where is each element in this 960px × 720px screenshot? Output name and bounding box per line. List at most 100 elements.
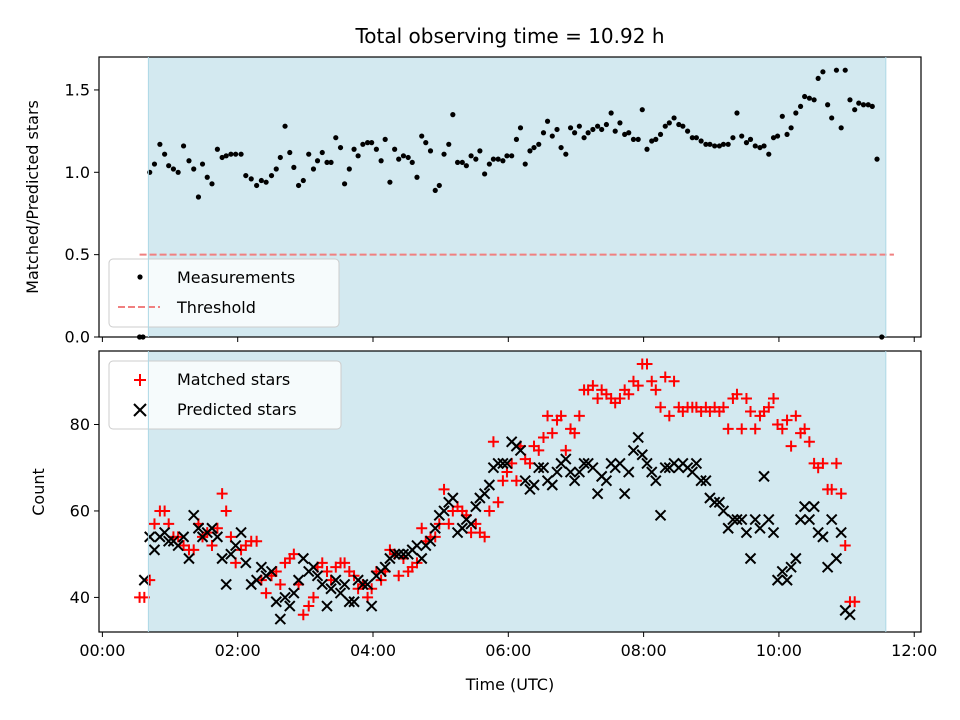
predicted-star-point bbox=[483, 479, 496, 491]
measurement-point bbox=[666, 120, 672, 126]
measurement-point bbox=[716, 143, 722, 149]
matched-star-point bbox=[785, 440, 797, 452]
matched-star-point bbox=[555, 410, 567, 422]
predicted-star-point bbox=[162, 535, 175, 547]
predicted-star-point bbox=[627, 444, 640, 457]
measurement-point bbox=[409, 159, 415, 166]
measurement-point bbox=[527, 148, 533, 154]
predicted-star-point bbox=[727, 513, 739, 526]
predicted-star-point bbox=[497, 457, 509, 470]
y-tick-label: 0.0 bbox=[65, 328, 90, 347]
measurement-point bbox=[536, 141, 542, 147]
measurement-point bbox=[576, 123, 582, 129]
measurement-point bbox=[495, 156, 501, 162]
predicted-star-point bbox=[763, 513, 775, 526]
y-axis-label-ratio: Matched/Predicted stars bbox=[23, 100, 42, 294]
predicted-star-point bbox=[255, 561, 268, 573]
matched-star-point bbox=[546, 427, 558, 439]
measurement-point bbox=[500, 158, 506, 164]
measurement-point bbox=[739, 133, 745, 139]
predicted-star-point bbox=[713, 496, 726, 509]
matched-star-point bbox=[479, 531, 491, 543]
predicted-star-point bbox=[781, 574, 793, 586]
predicted-star-point bbox=[393, 548, 405, 560]
predicted-star-point bbox=[722, 522, 734, 534]
measurement-point bbox=[219, 154, 225, 161]
predicted-star-point bbox=[211, 531, 224, 543]
predicted-star-point bbox=[790, 552, 802, 565]
predicted-star-point bbox=[641, 457, 653, 470]
predicted-star-point bbox=[736, 513, 748, 526]
predicted-star-point bbox=[740, 526, 753, 539]
measurement-point bbox=[774, 133, 781, 139]
x-tick-label: 06:00 bbox=[485, 641, 531, 660]
matched-star-point bbox=[650, 384, 662, 396]
measurement-point bbox=[432, 187, 438, 194]
measurement-point bbox=[477, 148, 483, 154]
measurement-point bbox=[355, 153, 361, 159]
measurement-point bbox=[811, 97, 817, 103]
matched-star-point bbox=[216, 488, 228, 500]
matched-star-point bbox=[749, 423, 761, 435]
legend-ratio-box bbox=[108, 258, 340, 328]
matched-star-point bbox=[740, 393, 752, 405]
predicted-star-point bbox=[447, 492, 459, 504]
measurement-point bbox=[360, 141, 366, 147]
predicted-star-point bbox=[519, 474, 531, 487]
measurement-point bbox=[563, 151, 569, 157]
measurement-point bbox=[300, 177, 306, 184]
measurement-point bbox=[608, 110, 614, 116]
measurement-point bbox=[490, 156, 497, 162]
matched-star-point bbox=[288, 548, 300, 560]
measurement-point bbox=[405, 154, 411, 161]
measurement-point bbox=[314, 158, 321, 164]
matched-star-point bbox=[438, 483, 450, 495]
measurement-point bbox=[842, 67, 848, 73]
predicted-star-point bbox=[361, 578, 374, 591]
predicted-star-point bbox=[235, 526, 247, 539]
matched-star-point bbox=[587, 380, 599, 392]
measurement-point bbox=[473, 156, 479, 162]
measurement-point bbox=[351, 146, 357, 152]
measurement-point bbox=[243, 172, 249, 179]
y-tick-label: 60 bbox=[70, 501, 90, 520]
measurement-point bbox=[414, 174, 420, 180]
measurement-point bbox=[277, 154, 283, 161]
predicted-star-point bbox=[835, 526, 847, 539]
measurement-point bbox=[254, 182, 260, 189]
measurement-point bbox=[599, 126, 605, 133]
legend-threshold-label: Threshold bbox=[176, 298, 256, 317]
measurement-point bbox=[306, 151, 312, 157]
predicted-star-point bbox=[388, 548, 401, 560]
measurement-point bbox=[581, 135, 587, 141]
legend-predicted-marker bbox=[133, 403, 147, 417]
measurement-point bbox=[707, 141, 713, 147]
x-tick-label: 12:00 bbox=[891, 641, 937, 660]
matched-star-point bbox=[251, 535, 263, 547]
predicted-star-point bbox=[138, 574, 151, 586]
measurement-point bbox=[295, 182, 302, 189]
matched-star-point bbox=[768, 393, 780, 405]
matched-star-point bbox=[655, 401, 667, 413]
measurement-point bbox=[874, 156, 880, 162]
predicted-star-point bbox=[785, 561, 797, 573]
measurement-point bbox=[626, 130, 632, 136]
predicted-star-point bbox=[767, 526, 780, 539]
predicted-star-point bbox=[330, 574, 342, 586]
measurement-point bbox=[725, 141, 731, 147]
measurement-point bbox=[170, 166, 177, 172]
predicted-star-point bbox=[546, 479, 558, 491]
y-tick-label: 1.5 bbox=[65, 80, 90, 99]
measurement-point bbox=[698, 138, 704, 144]
measurement-point bbox=[209, 181, 215, 187]
matched-star-point bbox=[542, 410, 554, 422]
predicted-star-point bbox=[568, 474, 581, 487]
predicted-star-point bbox=[343, 596, 356, 608]
legend-counts: Matched stars Predicted stars bbox=[108, 360, 342, 430]
measurement-point bbox=[450, 112, 456, 118]
measurement-point bbox=[712, 143, 718, 149]
measurement-point bbox=[328, 159, 334, 166]
legend-ratio: Measurements Threshold bbox=[108, 258, 340, 328]
predicted-star-point bbox=[429, 522, 441, 534]
predicted-star-point bbox=[411, 539, 423, 552]
